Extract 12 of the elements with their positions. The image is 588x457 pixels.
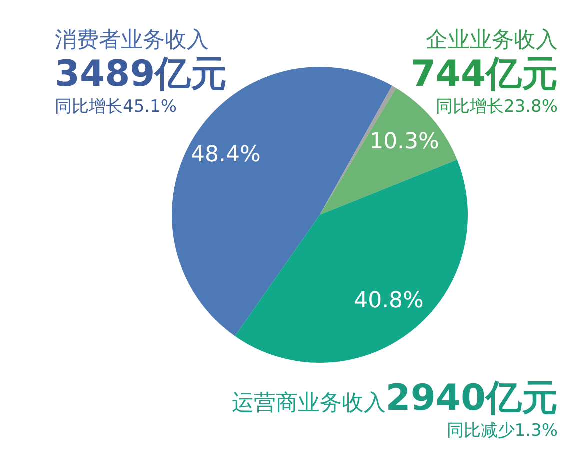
text: 同比减少1.3% — [446, 420, 558, 442]
slice-label: 消费者业务收入 — [55, 28, 210, 54]
text: 2940亿元 — [386, 378, 558, 420]
text: 同比增长23.8% — [434, 96, 558, 118]
data-label: 10.3% — [370, 130, 440, 155]
slice-label: 企业业务收入 — [425, 28, 558, 54]
data-label: 48.4% — [191, 142, 261, 168]
data-label: 40.8% — [354, 288, 424, 314]
slice-label: 运营商业务收入 — [232, 391, 386, 417]
text: 3489亿元 — [55, 54, 228, 96]
text: 744亿元 — [410, 54, 558, 96]
text: 同比增长45.1% — [55, 96, 178, 118]
